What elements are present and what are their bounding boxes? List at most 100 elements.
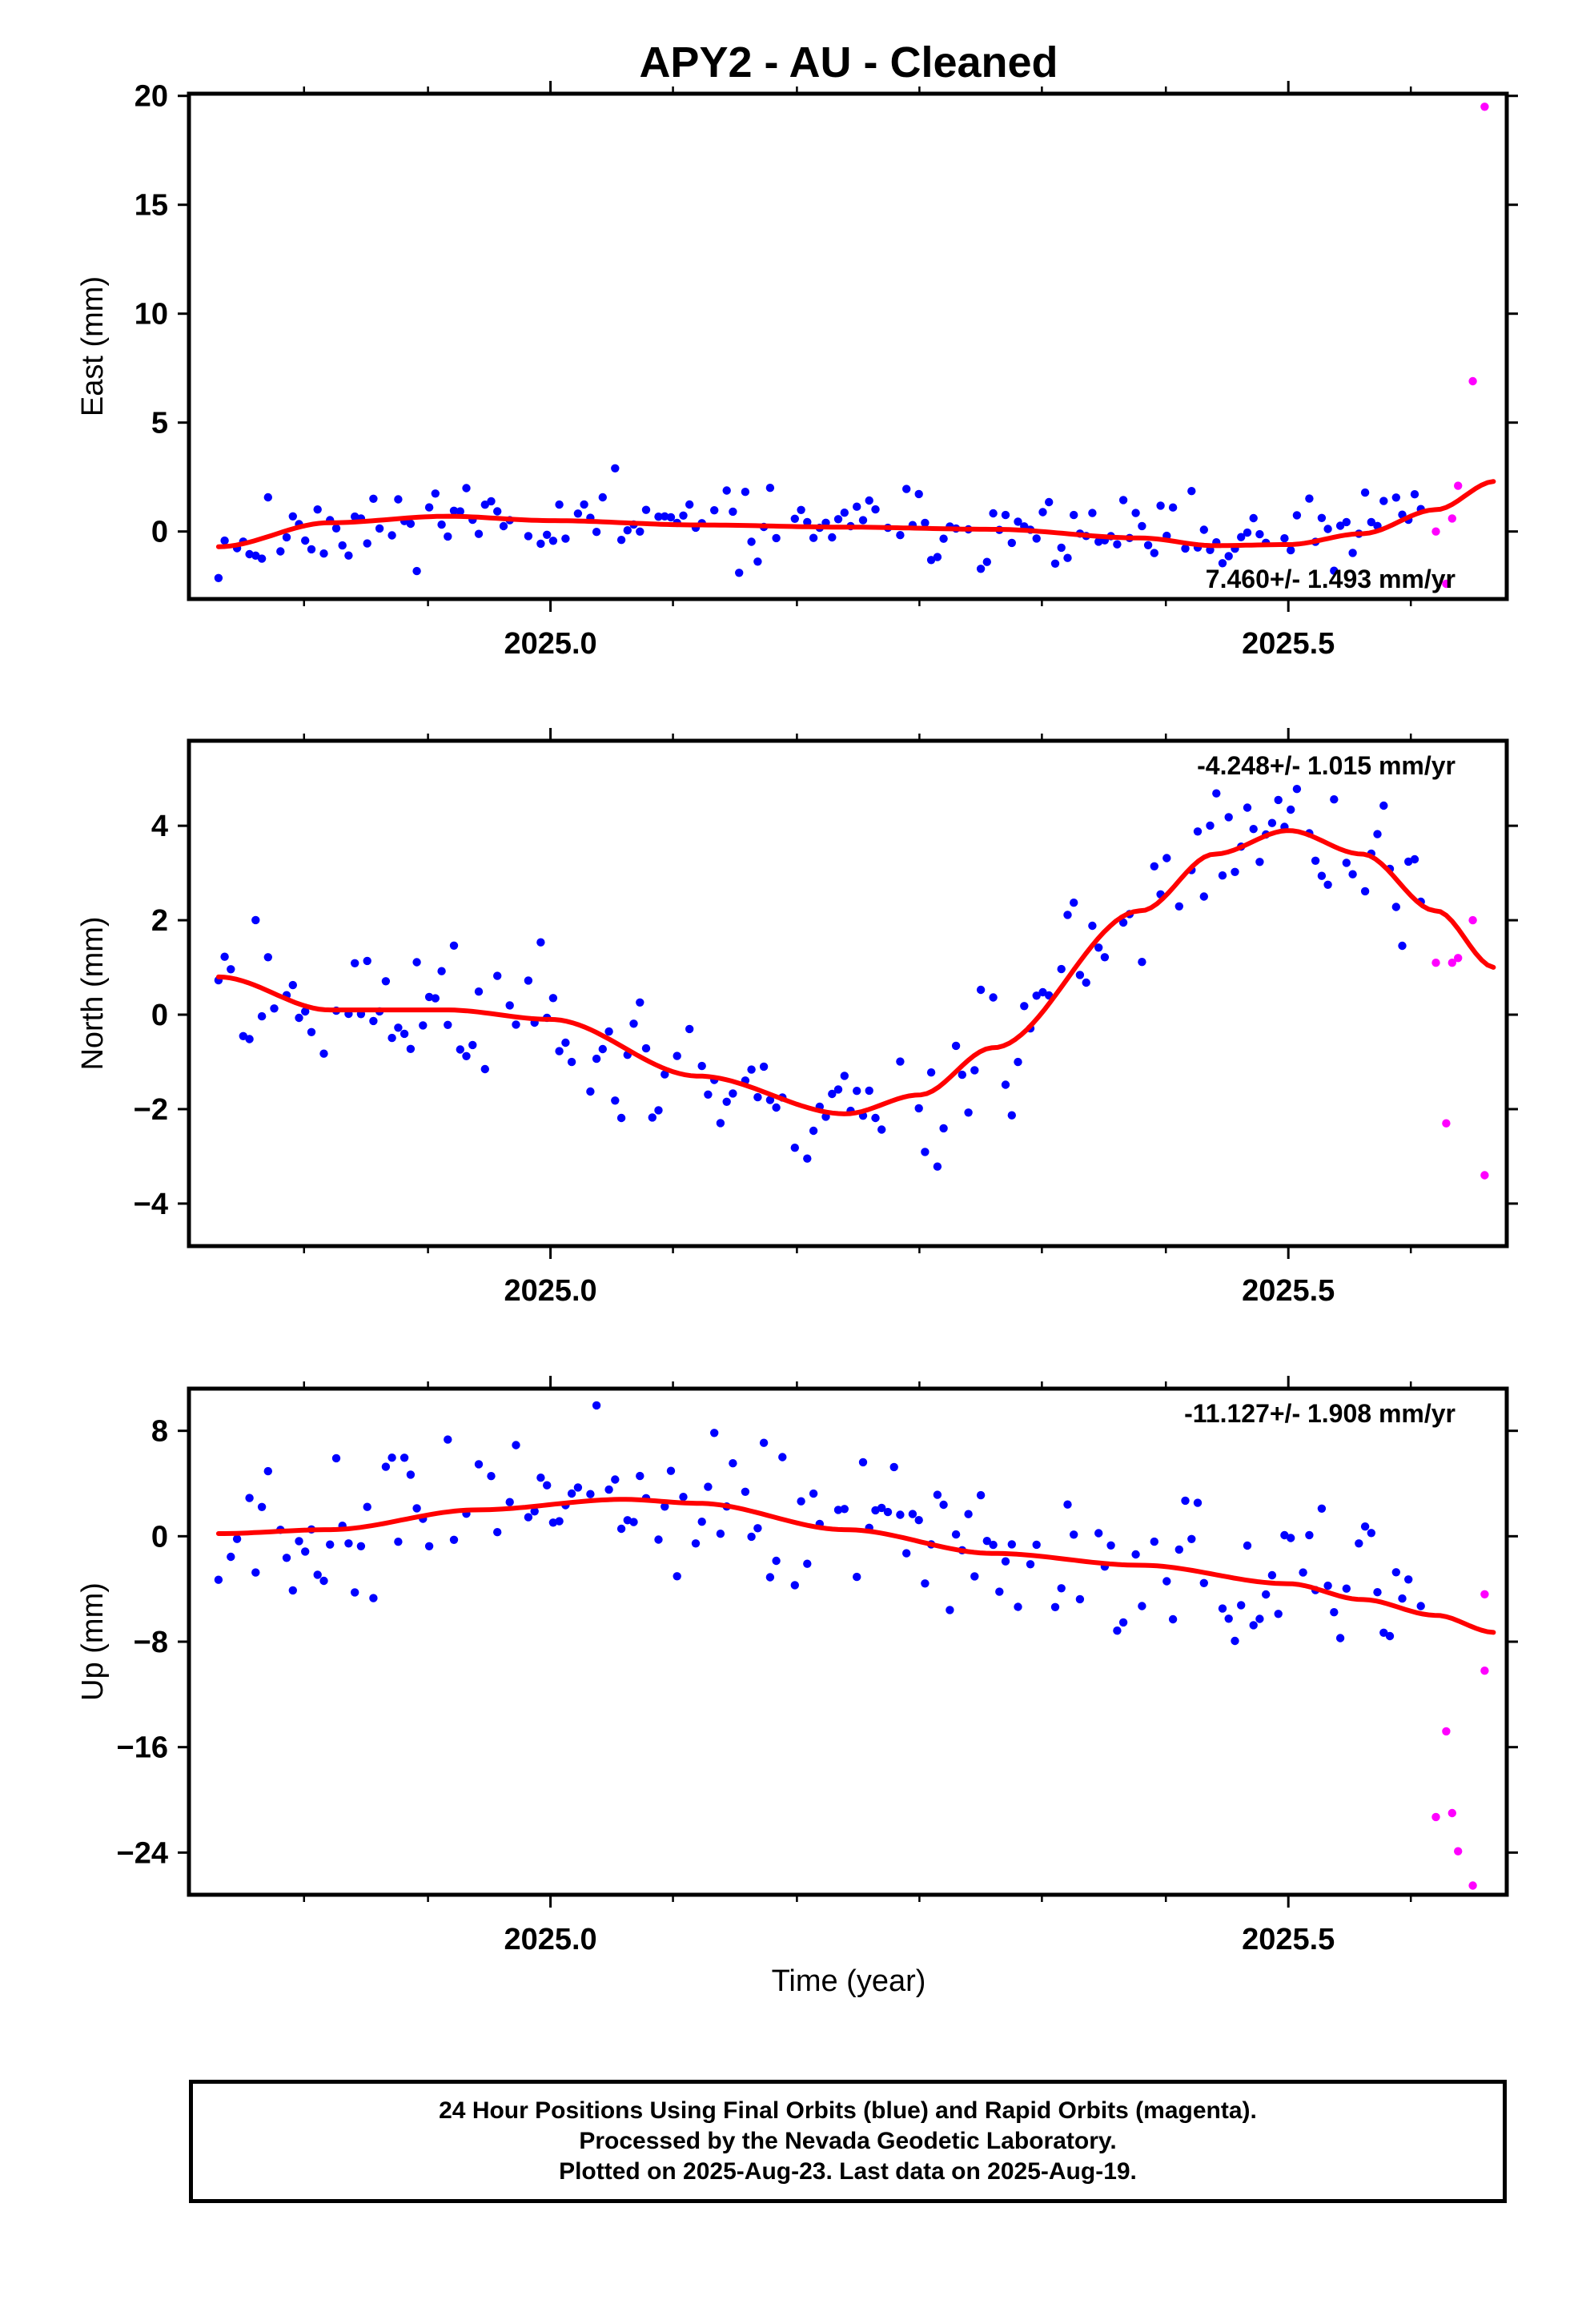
final-orbit-point — [524, 532, 533, 541]
final-orbit-point — [1224, 1614, 1233, 1623]
final-orbit-point — [1317, 871, 1327, 880]
final-orbit-point — [369, 494, 378, 503]
final-orbit-point — [1335, 1634, 1345, 1642]
y-tick-label: 0 — [151, 999, 168, 1032]
final-orbit-point — [227, 965, 235, 974]
final-orbit-point — [338, 541, 347, 550]
final-orbit-point — [1156, 501, 1165, 510]
final-orbit-point — [257, 1502, 267, 1512]
final-orbit-point — [871, 505, 880, 514]
rapid-orbit-point — [1480, 1171, 1489, 1180]
final-orbit-point — [729, 507, 737, 517]
final-orbit-point — [722, 486, 731, 495]
final-orbit-point — [1001, 1557, 1010, 1566]
final-orbit-point — [914, 1104, 923, 1113]
final-orbit-point — [363, 956, 371, 966]
final-orbit-point — [1410, 854, 1419, 864]
final-orbit-point — [351, 1588, 359, 1597]
final-orbit-point — [1007, 1540, 1017, 1549]
final-orbit-point — [729, 1089, 737, 1098]
final-orbit-point — [1305, 1530, 1314, 1540]
final-orbit-point — [1323, 880, 1332, 890]
footer-box: 24 Hour Positions Using Final Orbits (bl… — [189, 2080, 1507, 2203]
final-orbit-point — [444, 1020, 452, 1030]
y-tick-label: −16 — [117, 1731, 168, 1765]
final-orbit-point — [369, 1016, 378, 1026]
final-orbit-point — [611, 1475, 620, 1484]
final-orbit-point — [1143, 541, 1153, 549]
final-orbit-point — [1367, 517, 1376, 527]
final-orbit-point — [1070, 510, 1078, 520]
final-orbit-point — [1032, 1540, 1041, 1550]
rapid-orbit-point — [1442, 1119, 1451, 1128]
rapid-orbit-point — [1454, 954, 1463, 963]
final-orbit-point — [933, 1162, 942, 1171]
final-orbit-point — [840, 1505, 849, 1514]
final-orbit-point — [251, 915, 260, 925]
final-orbit-point — [1131, 509, 1140, 517]
final-orbit-point — [437, 520, 446, 529]
final-orbit-point — [1032, 991, 1041, 1000]
final-orbit-point — [307, 545, 316, 554]
final-orbit-point — [716, 1119, 725, 1128]
final-orbit-point — [921, 1579, 930, 1588]
footer-line-2: Processed by the Nevada Geodetic Laborat… — [579, 2128, 1117, 2154]
final-orbit-point — [1088, 509, 1097, 517]
final-orbit-point — [896, 1057, 905, 1066]
final-orbit-point — [765, 1096, 775, 1104]
rapid-orbit-point — [1431, 1812, 1440, 1822]
final-orbit-point — [295, 1013, 303, 1023]
final-orbit-point — [1057, 543, 1066, 553]
final-orbit-point — [449, 941, 459, 951]
final-orbit-point — [400, 1029, 409, 1039]
final-orbit-point — [394, 1023, 403, 1032]
final-orbit-point — [772, 533, 781, 543]
final-orbit-point — [704, 1090, 713, 1100]
final-orbit-point — [1243, 1541, 1252, 1550]
final-orbit-point — [747, 1532, 756, 1542]
final-orbit-point — [1057, 964, 1066, 974]
final-orbit-point — [982, 557, 992, 566]
final-orbit-point — [369, 1594, 378, 1602]
final-orbit-point — [914, 489, 923, 499]
rapid-orbit-point — [1442, 579, 1451, 589]
final-orbit-point — [1262, 1590, 1271, 1599]
final-orbit-point — [1206, 821, 1215, 830]
final-orbit-point — [939, 534, 948, 543]
final-orbit-point — [1138, 1602, 1146, 1610]
final-orbit-point — [295, 1537, 303, 1546]
final-orbit-point — [351, 959, 359, 968]
final-orbit-point — [641, 1043, 651, 1053]
final-orbit-point — [1224, 552, 1233, 561]
final-orbit-point — [1113, 1626, 1122, 1635]
footer-line-3: Plotted on 2025-Aug-23. Last data on 202… — [559, 2158, 1137, 2185]
final-orbit-point — [444, 532, 452, 541]
final-orbit-point — [790, 1581, 799, 1590]
north-panel: −4 −2 0 2 4 2025.0 2025.5 North (mm) -4.248+/- 1… — [76, 728, 1518, 1308]
final-orbit-point — [592, 1401, 601, 1410]
final-orbit-point — [741, 1487, 750, 1497]
final-orbit-point — [319, 1576, 328, 1586]
final-orbit-point — [1287, 805, 1295, 814]
final-orbit-point — [933, 1490, 942, 1499]
final-orbit-point — [1391, 903, 1401, 911]
final-orbit-point — [1360, 488, 1370, 497]
final-orbit-point — [1057, 1584, 1066, 1593]
final-orbit-point — [1094, 1529, 1103, 1538]
final-orbit-point — [1199, 525, 1209, 534]
final-orbit-point — [270, 1004, 279, 1013]
final-orbit-point — [629, 1019, 638, 1028]
final-orbit-point — [449, 1535, 459, 1545]
rapid-orbit-point — [1454, 481, 1463, 490]
final-orbit-point — [747, 1065, 756, 1074]
final-orbit-point — [1360, 1522, 1370, 1531]
final-orbit-point — [543, 1481, 552, 1490]
final-orbit-point — [387, 1033, 396, 1043]
final-orbit-point — [480, 501, 489, 509]
final-orbit-point — [741, 488, 750, 497]
final-orbit-point — [697, 1061, 706, 1071]
final-orbit-point — [543, 530, 552, 539]
final-orbit-point — [257, 554, 267, 563]
final-orbit-point — [1373, 1588, 1382, 1597]
